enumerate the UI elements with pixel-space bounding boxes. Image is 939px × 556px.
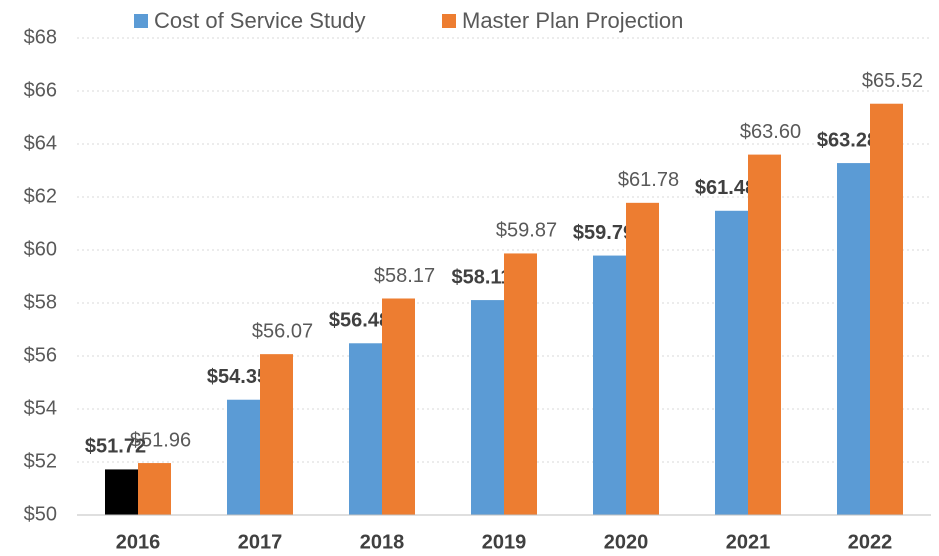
- value-label: $56.07: [252, 320, 313, 342]
- value-label: $65.52: [862, 70, 923, 92]
- y-tick-label: $68: [24, 26, 57, 48]
- value-label: $51.96: [130, 429, 191, 451]
- value-label: $59.87: [496, 220, 557, 242]
- bar: [626, 202, 659, 515]
- bar: [593, 255, 626, 515]
- value-label: $56.48: [329, 310, 390, 332]
- bar: [471, 300, 504, 515]
- value-label: $63.28: [817, 129, 878, 151]
- value-label: $61.48: [695, 177, 756, 199]
- bar: [138, 463, 171, 515]
- bar: [837, 163, 870, 515]
- legend-label: Master Plan Projection: [462, 8, 683, 33]
- y-tick-label: $60: [24, 238, 57, 260]
- value-label: $63.60: [740, 121, 801, 143]
- y-tick-label: $50: [24, 503, 57, 525]
- value-label: $58.11: [451, 266, 511, 288]
- x-tick-label: 2021: [726, 531, 771, 553]
- x-tick-label: 2016: [116, 531, 161, 553]
- y-tick-label: $56: [24, 344, 57, 366]
- bar: [870, 103, 903, 515]
- y-tick-label: $64: [24, 132, 57, 154]
- x-tick-label: 2018: [360, 531, 405, 553]
- y-tick-label: $66: [24, 79, 57, 101]
- bar: [382, 298, 415, 515]
- y-tick-label: $52: [24, 450, 57, 472]
- bar: [260, 354, 293, 515]
- x-tick-label: 2020: [604, 531, 649, 553]
- value-label: $59.79: [573, 222, 634, 244]
- legend-swatch: [134, 14, 148, 28]
- bar: [349, 343, 382, 515]
- x-tick-label: 2022: [848, 531, 893, 553]
- value-label: $51.72: [85, 436, 146, 458]
- x-tick-label: 2017: [238, 531, 283, 553]
- legend-swatch: [442, 14, 456, 28]
- bar: [105, 469, 138, 515]
- bar: [504, 253, 537, 515]
- bar: [748, 154, 781, 515]
- x-tick-label: 2019: [482, 531, 527, 553]
- value-label: $58.17: [374, 265, 435, 287]
- value-label: $61.78: [618, 169, 679, 191]
- bar: [715, 210, 748, 515]
- bar: [227, 399, 260, 515]
- value-label: $54.35: [207, 366, 268, 388]
- y-tick-label: $62: [24, 185, 57, 207]
- legend-label: Cost of Service Study: [154, 8, 366, 33]
- y-tick-label: $54: [24, 397, 57, 419]
- y-tick-label: $58: [24, 291, 57, 313]
